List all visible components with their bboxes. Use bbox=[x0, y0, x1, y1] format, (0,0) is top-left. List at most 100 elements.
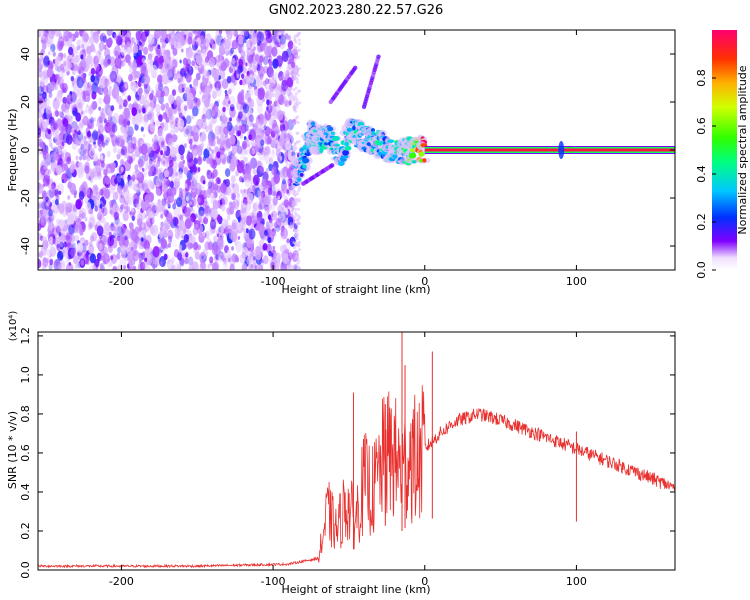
spectrogram-cell bbox=[276, 30, 284, 38]
spectrogram-cell bbox=[74, 263, 78, 269]
spectrogram-cell bbox=[279, 137, 285, 147]
spectrogram-cell bbox=[48, 209, 53, 217]
spectrogram-cell bbox=[117, 185, 123, 194]
spectrogram-cell bbox=[273, 100, 278, 107]
spectrogram-cell bbox=[158, 82, 164, 92]
spectrogram-cell bbox=[81, 43, 85, 49]
spectrogram-cell bbox=[208, 57, 215, 68]
spectrogram-cell bbox=[262, 255, 269, 265]
spectrogram-cell bbox=[155, 92, 160, 98]
spectrogram-cell bbox=[193, 96, 198, 104]
spectrogram-cell bbox=[86, 96, 90, 103]
spectrogram-cell bbox=[127, 174, 131, 180]
spectrogram-cell bbox=[123, 107, 130, 119]
spectrogram-cell bbox=[297, 207, 301, 211]
spectrogram-cell bbox=[104, 89, 111, 101]
spectrogram-cell bbox=[140, 76, 148, 89]
spectrogram-cell bbox=[136, 169, 142, 179]
spectrogram-cell bbox=[143, 113, 149, 123]
spectrogram-cell bbox=[296, 90, 300, 94]
spectrogram-cell bbox=[114, 190, 120, 199]
spectrogram-cell bbox=[105, 103, 109, 109]
spectrogram-cell bbox=[159, 38, 163, 43]
spectrogram-cell bbox=[114, 137, 120, 146]
spectrogram-cell bbox=[52, 239, 56, 245]
spectrogram-cell bbox=[197, 197, 201, 204]
spectrogram-cell bbox=[256, 37, 260, 44]
spectrogram-cell bbox=[120, 47, 126, 56]
spectrogram-cell bbox=[143, 83, 151, 94]
spectrogram-cell bbox=[80, 259, 85, 266]
spectrogram-cell bbox=[98, 89, 101, 95]
spectrogram-cell bbox=[102, 35, 108, 43]
spectrogram-cell bbox=[156, 183, 159, 188]
spectrogram-cell bbox=[106, 30, 113, 37]
spectrogram-cell bbox=[192, 100, 198, 109]
spectrogram-cell bbox=[257, 192, 264, 202]
spectrogram-cell bbox=[159, 45, 166, 55]
spectrogram-cell bbox=[199, 134, 205, 143]
spectrogram-cell bbox=[119, 195, 125, 204]
snr-x-label: Height of straight line (km) bbox=[281, 583, 430, 596]
spectrogram-cell bbox=[88, 136, 93, 143]
spectrogram-cell bbox=[208, 130, 212, 136]
spectrogram-cell bbox=[185, 252, 189, 258]
spectrogram-cell bbox=[207, 264, 211, 269]
spectrogram-cell bbox=[292, 264, 296, 268]
spectrogram-cell bbox=[230, 182, 234, 189]
spectrogram-cell bbox=[292, 241, 296, 245]
spectrogram-cell bbox=[55, 184, 60, 192]
spectrogram-cell bbox=[136, 189, 141, 198]
spectrogram-cell bbox=[105, 201, 111, 210]
spectrogram-cell bbox=[169, 146, 177, 158]
spectrogram-cell bbox=[88, 80, 93, 87]
spectrogram-cell bbox=[124, 235, 128, 241]
spectrogram-cell bbox=[295, 263, 299, 267]
spectrogram-cell bbox=[180, 67, 186, 77]
spectrogram-cell bbox=[100, 112, 105, 120]
spectrogram-cell bbox=[58, 190, 62, 196]
spectrogram-cell bbox=[115, 96, 119, 102]
spectrogram-cell bbox=[264, 210, 268, 217]
spectrogram-cell bbox=[137, 218, 143, 227]
spectrogram-cell bbox=[137, 159, 141, 165]
spectrogram-cell bbox=[294, 40, 298, 44]
spectrogram-cell bbox=[248, 228, 256, 240]
spectrogram-cell bbox=[84, 140, 88, 146]
spectrogram-cell bbox=[175, 95, 182, 107]
spectrogram-cell bbox=[140, 31, 147, 43]
spectrogram-cell bbox=[160, 30, 168, 40]
spectrogram-cell bbox=[63, 163, 68, 171]
spectrogram-cell bbox=[177, 78, 181, 84]
spectrogram-cell bbox=[297, 177, 302, 182]
spectrogram-cell bbox=[186, 151, 194, 163]
spectrogram-cell bbox=[67, 85, 70, 90]
spectrogram-cell bbox=[138, 162, 144, 170]
spectrogram-cell bbox=[88, 222, 93, 229]
spectrogram-cell bbox=[148, 93, 154, 101]
spectrogram-cell bbox=[211, 262, 219, 270]
spectrogram-cell bbox=[40, 87, 44, 93]
spectrogram-cell bbox=[250, 126, 258, 139]
spectrogram-cell bbox=[183, 234, 189, 243]
spectrogram-cell bbox=[220, 254, 225, 262]
spectrogram-cell bbox=[257, 121, 263, 130]
spectrogram-cell bbox=[121, 89, 126, 96]
spectrogram-cell bbox=[184, 244, 188, 250]
spectrogram-cell bbox=[171, 89, 177, 96]
spectrogram-cell bbox=[228, 151, 232, 158]
spectrogram-cell bbox=[86, 154, 91, 162]
spectrogram-cell bbox=[262, 149, 269, 159]
figure-title: GN02.2023.280.22.57.G26 bbox=[269, 3, 444, 18]
spectrogram-cell bbox=[90, 30, 94, 36]
spectrogram-cell bbox=[248, 148, 253, 155]
spectrogram-cell bbox=[120, 148, 125, 156]
spectrogram-cell bbox=[387, 139, 395, 143]
spectrogram-cell bbox=[297, 199, 301, 203]
spectrogram-cell bbox=[161, 39, 167, 48]
spectrogram-cell bbox=[144, 89, 150, 98]
spectrogram-cell bbox=[197, 184, 205, 196]
spectrogram-cell bbox=[90, 217, 97, 227]
spectrogram-cell bbox=[130, 80, 137, 92]
snr-y-tick-label: 0.2 bbox=[19, 522, 32, 540]
